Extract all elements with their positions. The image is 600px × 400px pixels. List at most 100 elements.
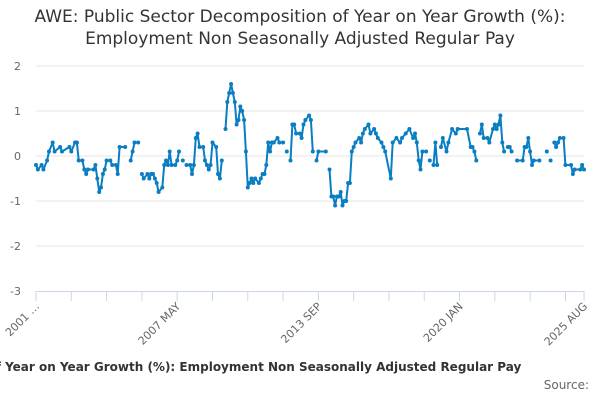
data-point bbox=[219, 158, 224, 163]
data-point bbox=[310, 149, 315, 154]
data-point bbox=[238, 104, 243, 109]
data-point bbox=[479, 122, 484, 127]
data-point bbox=[496, 122, 501, 127]
data-point bbox=[444, 149, 449, 154]
data-point bbox=[416, 158, 421, 163]
data-point bbox=[102, 167, 107, 172]
x-axis: 2001 … 2007 MAY 2013 SEP 2020 JAN 2025 AUG bbox=[3, 291, 590, 348]
data-point bbox=[230, 91, 235, 95]
data-point bbox=[563, 163, 568, 167]
data-point bbox=[530, 163, 534, 167]
data-point bbox=[253, 176, 258, 181]
data-point bbox=[316, 149, 321, 154]
data-point bbox=[431, 163, 436, 167]
data-point bbox=[227, 91, 232, 95]
data-point bbox=[173, 163, 178, 167]
data-point bbox=[528, 149, 533, 154]
data-point bbox=[520, 158, 525, 163]
data-point bbox=[349, 149, 354, 154]
data-point bbox=[340, 203, 345, 208]
data-point bbox=[34, 163, 38, 167]
data-point bbox=[243, 149, 248, 154]
data-point bbox=[147, 176, 152, 181]
data-point bbox=[206, 167, 211, 172]
data-point bbox=[450, 127, 455, 131]
data-point bbox=[45, 158, 50, 163]
data-point bbox=[531, 158, 536, 163]
data-point bbox=[333, 203, 338, 208]
data-point bbox=[398, 140, 403, 145]
data-point bbox=[99, 185, 103, 190]
data-point bbox=[160, 185, 165, 190]
data-point bbox=[548, 158, 553, 163]
data-point bbox=[232, 100, 237, 104]
data-point bbox=[191, 163, 196, 167]
data-point bbox=[47, 149, 51, 154]
data-point bbox=[347, 181, 352, 185]
data-point bbox=[303, 118, 308, 122]
data-point bbox=[52, 149, 57, 154]
data-point bbox=[115, 172, 120, 176]
x-tick-label: 2001 … bbox=[3, 300, 42, 339]
data-point bbox=[388, 176, 393, 181]
data-point bbox=[162, 163, 167, 167]
data-point bbox=[375, 136, 380, 140]
data-point bbox=[383, 149, 388, 154]
data-point bbox=[552, 140, 557, 145]
data-point bbox=[570, 172, 575, 176]
data-point bbox=[266, 140, 271, 145]
data-point bbox=[69, 149, 74, 154]
data-point bbox=[357, 136, 362, 140]
data-point bbox=[498, 113, 503, 118]
data-point bbox=[487, 140, 492, 145]
data-point bbox=[453, 131, 458, 136]
data-point bbox=[537, 158, 542, 163]
y-tick-label: -2 bbox=[10, 240, 21, 253]
data-point bbox=[84, 172, 89, 176]
data-point bbox=[353, 140, 358, 145]
data-point bbox=[201, 145, 206, 149]
data-point bbox=[132, 140, 137, 145]
data-point bbox=[236, 118, 241, 122]
data-point bbox=[327, 167, 332, 172]
data-point bbox=[407, 127, 412, 131]
y-tick-label: 1 bbox=[14, 105, 21, 118]
data-point bbox=[104, 158, 109, 163]
data-point bbox=[256, 181, 261, 185]
data-point bbox=[145, 172, 150, 176]
data-point bbox=[39, 163, 44, 167]
data-point bbox=[427, 158, 432, 163]
y-tick-label: -1 bbox=[10, 195, 21, 208]
data-point bbox=[58, 145, 63, 149]
data-point bbox=[366, 122, 371, 127]
data-point bbox=[225, 100, 230, 104]
data-point bbox=[97, 190, 102, 194]
data-point bbox=[165, 163, 170, 167]
data-point bbox=[390, 140, 395, 145]
data-point bbox=[491, 127, 495, 131]
data-point bbox=[485, 136, 490, 140]
data-point bbox=[60, 149, 64, 154]
data-point bbox=[465, 127, 469, 131]
data-point bbox=[368, 131, 373, 136]
data-point bbox=[394, 136, 399, 140]
data-point bbox=[214, 145, 219, 149]
data-point bbox=[556, 140, 560, 145]
data-point bbox=[351, 145, 356, 149]
data-point bbox=[113, 163, 118, 167]
data-point bbox=[91, 167, 96, 172]
data-point bbox=[323, 149, 328, 154]
data-point bbox=[439, 145, 443, 149]
data-point bbox=[308, 118, 313, 122]
data-point bbox=[141, 176, 146, 181]
data-point bbox=[136, 140, 141, 145]
data-point bbox=[424, 149, 429, 154]
data-point bbox=[167, 149, 172, 154]
x-tick-label: 2013 SEP bbox=[278, 300, 324, 346]
data-point bbox=[93, 163, 98, 167]
data-point bbox=[420, 149, 425, 154]
data-point bbox=[80, 158, 85, 163]
data-point bbox=[284, 149, 289, 154]
data-point bbox=[544, 149, 549, 154]
data-point bbox=[240, 109, 245, 113]
